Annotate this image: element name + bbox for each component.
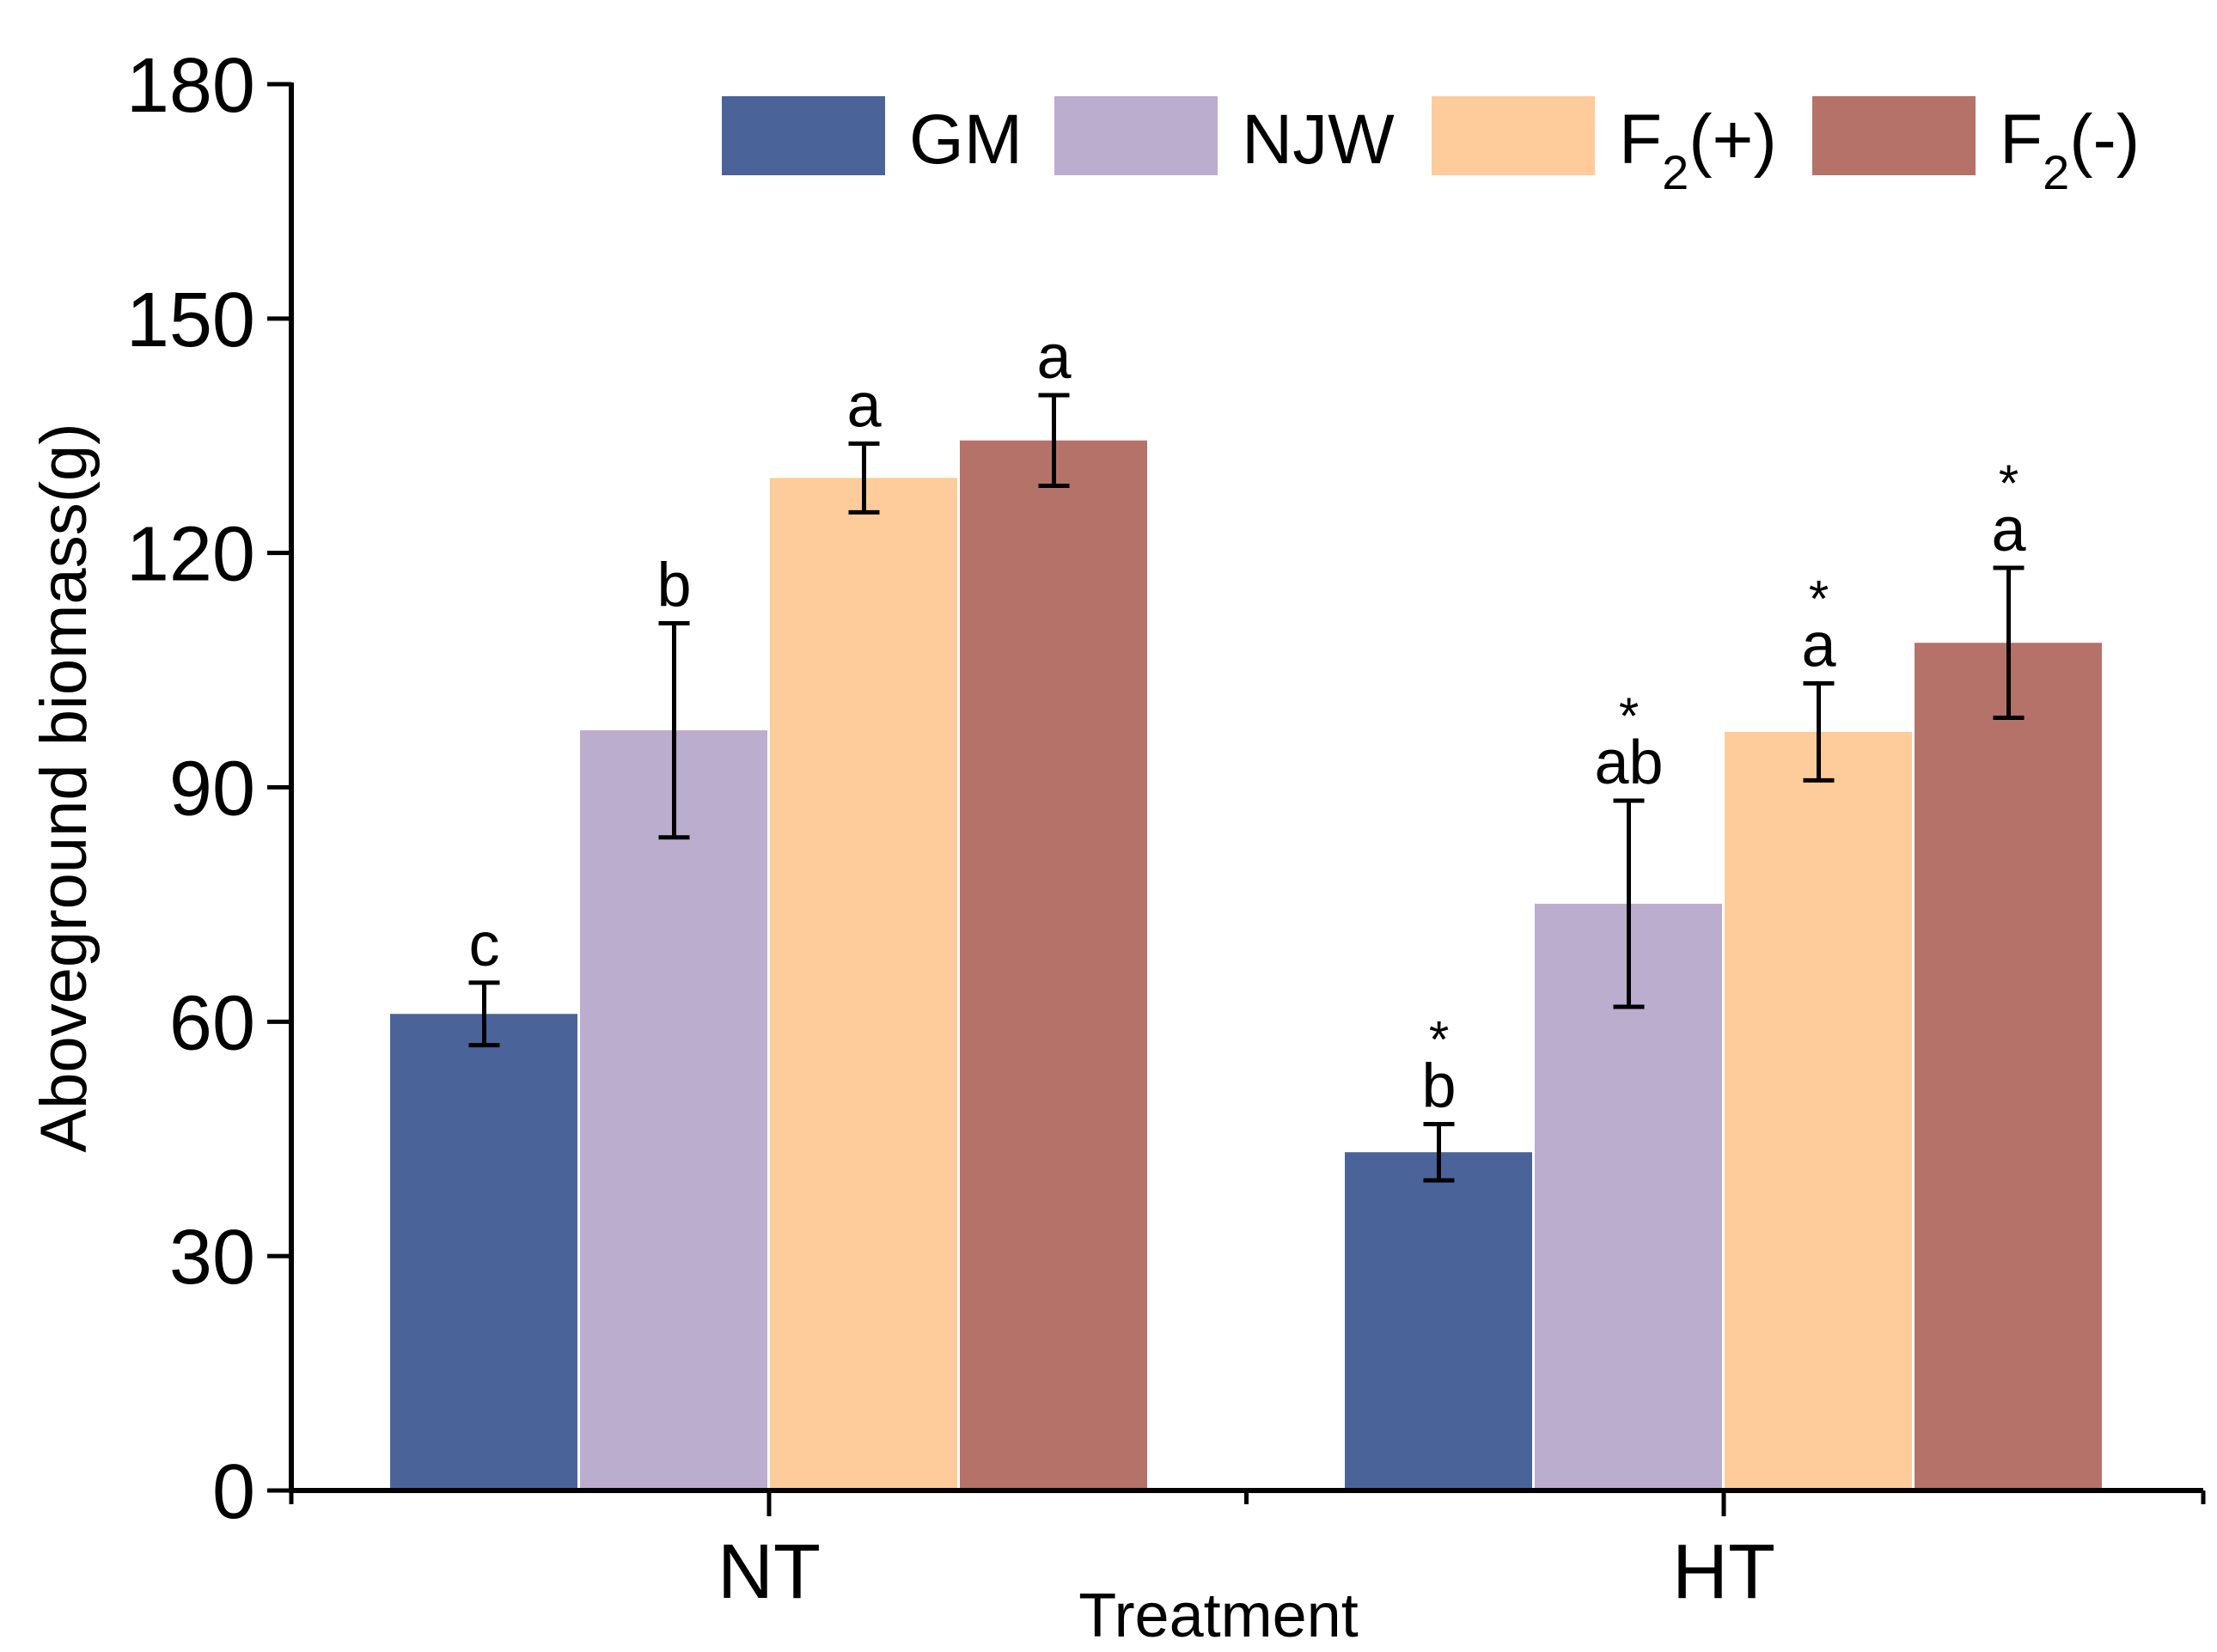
significance-letter: a <box>1036 323 1072 392</box>
legend: GM NJW F2(+) F2(-) <box>722 96 2140 199</box>
x-tick-label-HT: HT <box>1672 1529 1775 1615</box>
bar-NT-F2(-) <box>960 440 1147 1490</box>
y-tick-label: 150 <box>126 277 255 363</box>
bar-HT-GM <box>1345 1152 1532 1490</box>
legend-swatch-F2(-) <box>1812 96 1976 175</box>
legend-swatch-NJW <box>1054 96 1218 175</box>
significance-letter: c <box>469 911 500 979</box>
significance-star: * <box>1619 687 1639 745</box>
legend-label-F2(+): F2(+) <box>1619 101 1777 199</box>
bar-NT-NJW <box>580 730 767 1490</box>
bars <box>390 440 2102 1490</box>
significance-letter: a <box>1801 612 1836 680</box>
legend-swatch-GM <box>722 96 885 175</box>
significance-star: * <box>1999 454 2019 512</box>
significance-letter: a <box>1991 496 2026 564</box>
legend-label-NJW: NJW <box>1242 101 1395 179</box>
significance-star: * <box>1429 1010 1449 1068</box>
significance-letter: a <box>846 371 882 440</box>
x-axis-label: Treatment <box>1078 1582 1358 1650</box>
legend-label-F2(-): F2(-) <box>2000 101 2140 199</box>
bar-HT-F2(+) <box>1725 731 1912 1490</box>
legend-swatch-F2(+) <box>1432 96 1595 175</box>
significance-annotations: cb*bab*aa*aa* <box>469 323 2027 1121</box>
y-tick-label: 60 <box>169 980 255 1066</box>
y-tick-label: 180 <box>126 43 255 129</box>
axes: 0 30 60 90 120 150 180 NT HT <box>126 43 2206 1615</box>
y-tick-label: 0 <box>212 1449 255 1535</box>
legend-label-GM: GM <box>909 101 1023 179</box>
y-tick-label: 120 <box>126 512 255 598</box>
significance-letter: ab <box>1594 728 1663 797</box>
y-tick-label: 30 <box>169 1215 255 1301</box>
significance-letter: b <box>657 552 691 620</box>
bar-HT-F2(-) <box>1915 643 2102 1490</box>
error-bars <box>468 393 2025 1183</box>
y-axis-label: Aboveground biomass(g) <box>27 423 101 1152</box>
x-tick-label-NT: NT <box>718 1529 821 1615</box>
y-tick-label: 90 <box>169 747 255 832</box>
bar-NT-GM <box>390 1014 577 1490</box>
significance-star: * <box>1809 570 1829 628</box>
bar-NT-F2(+) <box>770 478 957 1490</box>
significance-letter: b <box>1421 1052 1456 1120</box>
